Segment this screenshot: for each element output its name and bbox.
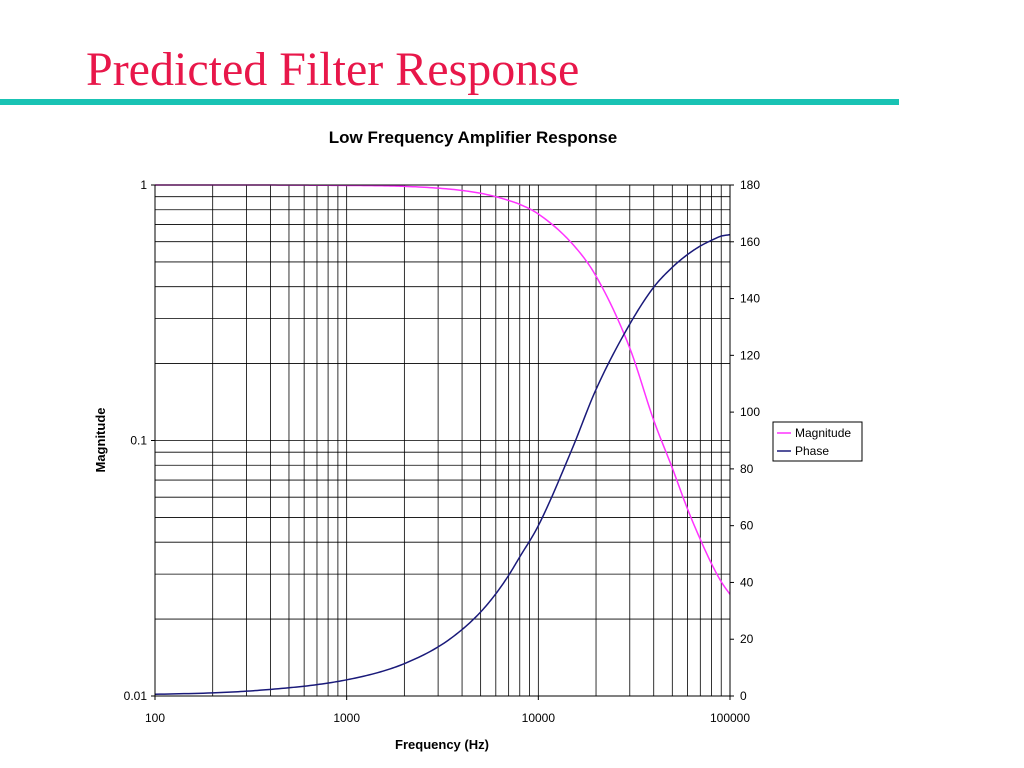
y2-tick-label: 80 <box>740 462 754 476</box>
legend-box <box>772 421 863 462</box>
chart-title: Low Frequency Amplifier Response <box>329 128 617 147</box>
series-line-phase <box>154 233 731 696</box>
grid <box>155 185 730 696</box>
y2-tick-label: 140 <box>740 292 760 306</box>
legend-label-phase: Phase <box>795 444 829 458</box>
y-tick-label: 1 <box>140 178 147 192</box>
y2-tick-label: 160 <box>740 235 760 249</box>
legend: Magnitude Phase <box>772 421 863 462</box>
y2-tick-label: 0 <box>740 689 747 703</box>
title-divider <box>0 99 899 105</box>
x-axis-title: Frequency (Hz) <box>395 737 489 752</box>
y-axis-title: Magnitude <box>93 408 108 473</box>
x-tick-label: 10000 <box>522 711 556 725</box>
tick-labels: 100 1000 10000 100000 0.01 0.1 1 0 20 40 60 80 100 12… <box>124 178 761 725</box>
y2-tick-label: 180 <box>740 178 760 192</box>
x-tick-label: 100000 <box>710 711 750 725</box>
x-tick-label: 1000 <box>333 711 360 725</box>
y2-tick-label: 20 <box>740 632 754 646</box>
y-tick-label: 0.1 <box>130 434 147 448</box>
y2-tick-label: 120 <box>740 348 760 362</box>
x-tick-label: 100 <box>145 711 165 725</box>
slide-title: Predicted Filter Response <box>86 43 580 96</box>
legend-label-magnitude: Magnitude <box>795 426 851 440</box>
series-line-magnitude <box>155 184 731 595</box>
y2-tick-label: 40 <box>740 575 754 589</box>
y2-tick-label: 100 <box>740 405 760 419</box>
y2-tick-label: 60 <box>740 519 754 533</box>
y-tick-label: 0.01 <box>124 689 148 703</box>
series-lines <box>154 184 731 696</box>
